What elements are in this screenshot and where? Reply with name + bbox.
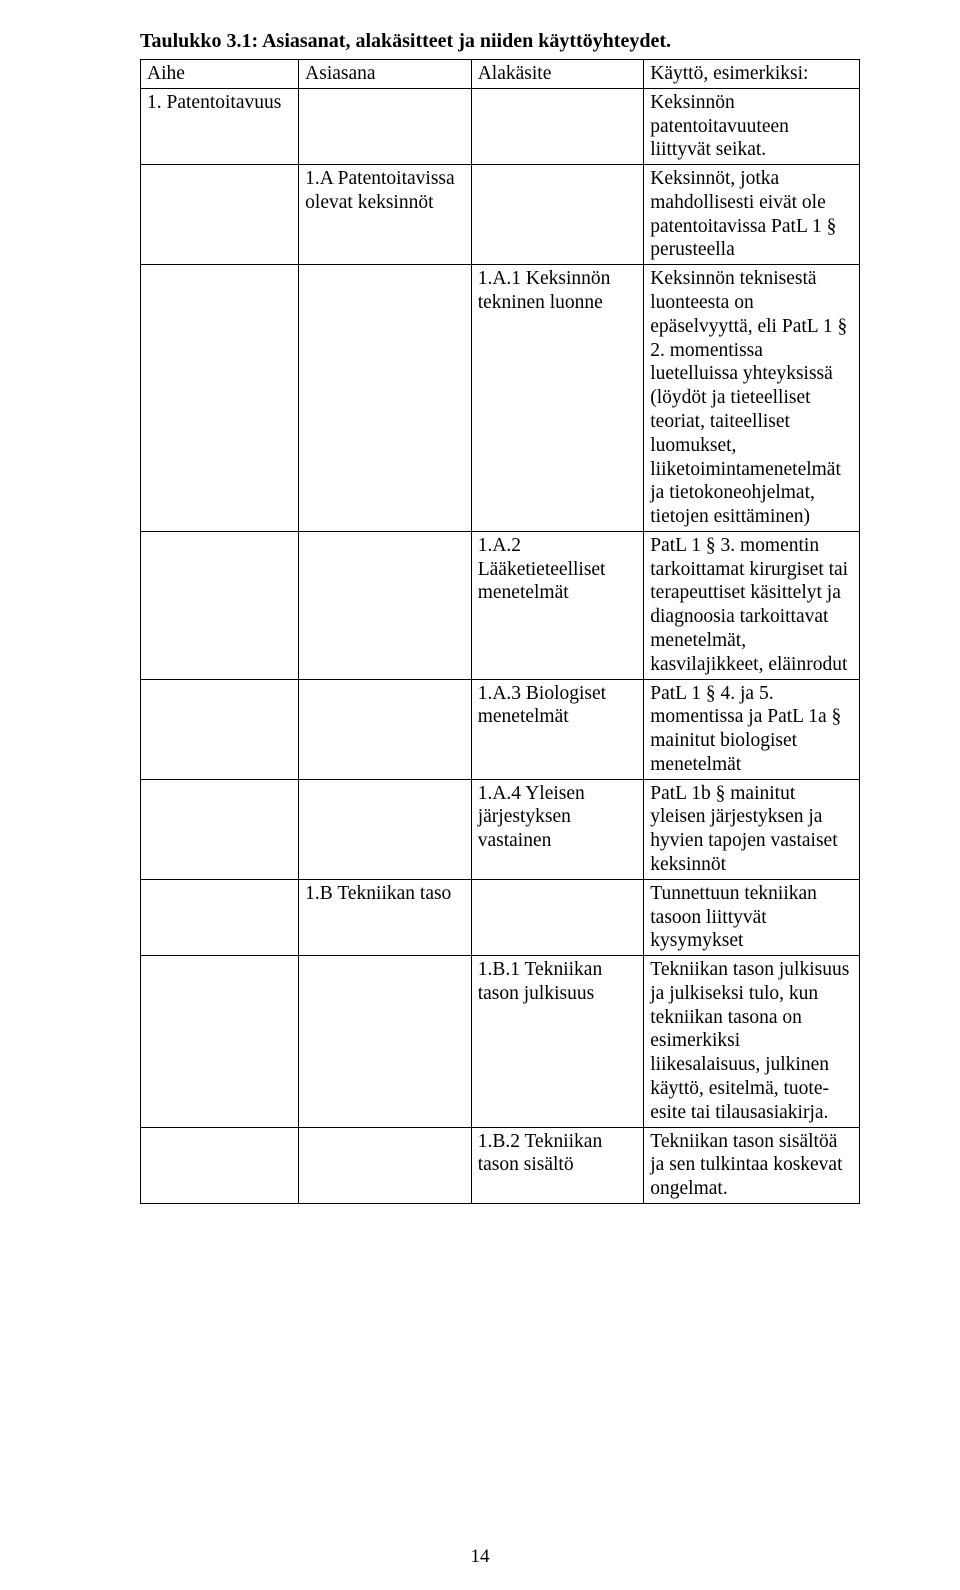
- cell: 1.A Patentoitavissa olevat keksinnöt: [299, 165, 472, 265]
- cell: 1.B.1 Tekniikan tason julkisuus: [471, 956, 644, 1127]
- cell: [141, 1127, 299, 1203]
- cell: 1. Patentoitavuus: [141, 88, 299, 164]
- cell: [141, 679, 299, 779]
- cell: [141, 879, 299, 955]
- table-row: 1.A.1 Keksinnön tekninen luonne Keksinnö…: [141, 265, 860, 532]
- cell: [471, 165, 644, 265]
- header-cell-asiasana: Asiasana: [299, 60, 472, 89]
- table-row: 1. Patentoitavuus Keksinnön patentoitavu…: [141, 88, 860, 164]
- table-header-row: Aihe Asiasana Alakäsite Käyttö, esimerki…: [141, 60, 860, 89]
- cell: [141, 265, 299, 532]
- cell: PatL 1b § mainitut yleisen järjestyksen …: [644, 779, 860, 879]
- cell: PatL 1 § 3. momentin tarkoittamat kirurg…: [644, 531, 860, 679]
- cell: [299, 265, 472, 532]
- cell: Tunnettuun tekniikan tasoon liittyvät ky…: [644, 879, 860, 955]
- header-cell-aihe: Aihe: [141, 60, 299, 89]
- header-cell-kaytto: Käyttö, esimerkiksi:: [644, 60, 860, 89]
- table-row: 1.B.2 Tekniikan tason sisältö Tekniikan …: [141, 1127, 860, 1203]
- table-caption: Taulukko 3.1: Asiasanat, alakäsitteet ja…: [140, 30, 860, 53]
- cell: [299, 1127, 472, 1203]
- page-number: 14: [0, 1546, 960, 1568]
- cell: 1.B Tekniikan taso: [299, 879, 472, 955]
- table-row: 1.A.2 Lääketieteelliset menetelmät PatL …: [141, 531, 860, 679]
- cell: 1.A.1 Keksinnön tekninen luonne: [471, 265, 644, 532]
- table-row: 1.B.1 Tekniikan tason julkisuus Tekniika…: [141, 956, 860, 1127]
- data-table: Aihe Asiasana Alakäsite Käyttö, esimerki…: [140, 59, 860, 1204]
- table-row: 1.B Tekniikan taso Tunnettuun tekniikan …: [141, 879, 860, 955]
- table-row: 1.A.3 Biologiset menetelmät PatL 1 § 4. …: [141, 679, 860, 779]
- cell: [299, 679, 472, 779]
- header-cell-alakasite: Alakäsite: [471, 60, 644, 89]
- cell: 1.B.2 Tekniikan tason sisältö: [471, 1127, 644, 1203]
- cell: 1.A.2 Lääketieteelliset menetelmät: [471, 531, 644, 679]
- cell: Keksinnöt, jotka mahdollisesti eivät ole…: [644, 165, 860, 265]
- cell: [141, 165, 299, 265]
- cell: PatL 1 § 4. ja 5. momentissa ja PatL 1a …: [644, 679, 860, 779]
- cell: Tekniikan tason sisältöä ja sen tulkinta…: [644, 1127, 860, 1203]
- cell: [141, 779, 299, 879]
- cell: [471, 88, 644, 164]
- cell: [299, 956, 472, 1127]
- cell: [299, 779, 472, 879]
- cell: [299, 88, 472, 164]
- cell: [141, 531, 299, 679]
- table-row: 1.A.4 Yleisen järjestyksen vastainen Pat…: [141, 779, 860, 879]
- cell: 1.A.3 Biologiset menetelmät: [471, 679, 644, 779]
- cell: [141, 956, 299, 1127]
- cell: Keksinnön teknisestä luonteesta on epäse…: [644, 265, 860, 532]
- cell: [471, 879, 644, 955]
- table-row: 1.A Patentoitavissa olevat keksinnöt Kek…: [141, 165, 860, 265]
- cell: Tekniikan tason julkisuus ja julkiseksi …: [644, 956, 860, 1127]
- cell: Keksinnön patentoitavuuteen liittyvät se…: [644, 88, 860, 164]
- cell: [299, 531, 472, 679]
- document-page: Taulukko 3.1: Asiasanat, alakäsitteet ja…: [0, 0, 960, 1590]
- cell: 1.A.4 Yleisen järjestyksen vastainen: [471, 779, 644, 879]
